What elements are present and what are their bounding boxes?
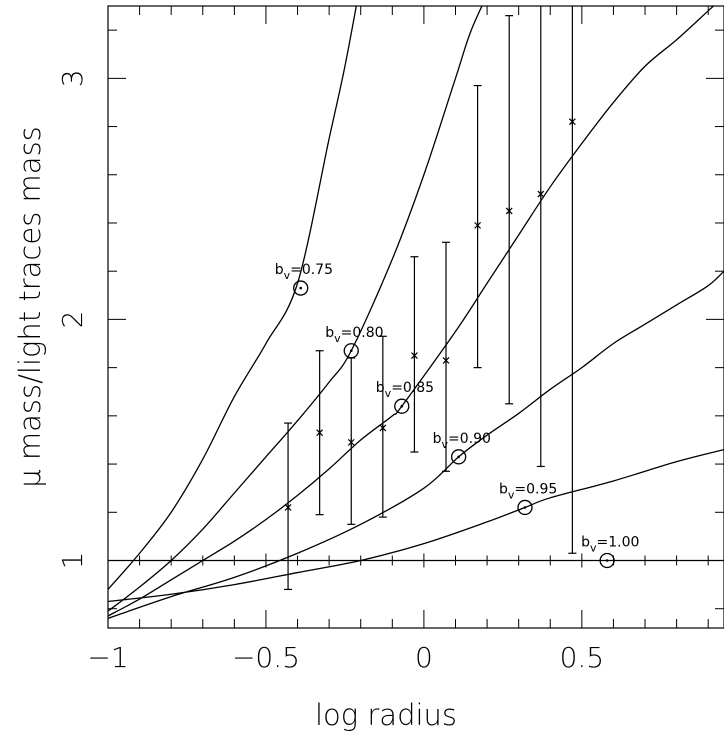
data-point-8 xyxy=(537,190,545,198)
x-tick-label: 0.5 xyxy=(560,641,605,674)
curve-3 xyxy=(108,270,724,619)
curve-1 xyxy=(108,6,483,612)
data-point-5 xyxy=(442,356,450,364)
curve-marker-3 xyxy=(450,449,467,465)
y-tick-label: 3 xyxy=(56,69,89,87)
curve-label-1: bv=0.80 xyxy=(325,325,383,345)
axis-ticks xyxy=(107,6,724,628)
data-point-0 xyxy=(284,503,292,511)
curve-label-2: bv=0.85 xyxy=(376,380,434,400)
data-point-4 xyxy=(410,352,418,360)
data-points xyxy=(284,118,576,511)
x-tick-label: 0 xyxy=(415,641,433,674)
curve-label-4: bv=0.95 xyxy=(499,481,557,501)
curve-marker-2 xyxy=(394,398,410,414)
curve-label-5: bv=1.00 xyxy=(581,534,639,554)
curve-labels: bv=0.75 bv=0.80 bv=0.85 bv=0.90 bv=0.95 bv=1.… xyxy=(275,262,640,554)
curve-label-3: bv=0.90 xyxy=(433,431,491,451)
y-tick-label: 1 xyxy=(56,552,89,570)
data-point-2 xyxy=(347,438,355,446)
y-tick-label: 2 xyxy=(56,310,89,328)
data-point-1 xyxy=(316,429,324,437)
y-axis-label: μ mass/light traces mass xyxy=(13,126,47,488)
plot-frame xyxy=(107,5,724,629)
data-point-7 xyxy=(505,207,513,215)
data-point-9 xyxy=(568,118,576,126)
x-tick-label: −0.5 xyxy=(232,641,300,674)
curve-marker-1 xyxy=(343,343,359,359)
curve-markers xyxy=(293,280,615,569)
curve-0 xyxy=(108,6,357,590)
curve-marker-4 xyxy=(517,499,533,516)
curve-marker-0 xyxy=(293,280,309,296)
curve-2 xyxy=(108,6,715,617)
curve-4 xyxy=(108,448,724,603)
tick-labels: −1 −0.5 0 0.5 1 2 3 xyxy=(56,69,604,674)
x-tick-label: −1 xyxy=(87,641,128,674)
x-axis-label: log radius xyxy=(315,698,457,732)
model-curves xyxy=(108,6,724,619)
curve-label-0: bv=0.75 xyxy=(275,262,333,282)
error-bars xyxy=(284,6,577,591)
data-point-6 xyxy=(474,221,482,229)
data-point-3 xyxy=(379,424,387,432)
